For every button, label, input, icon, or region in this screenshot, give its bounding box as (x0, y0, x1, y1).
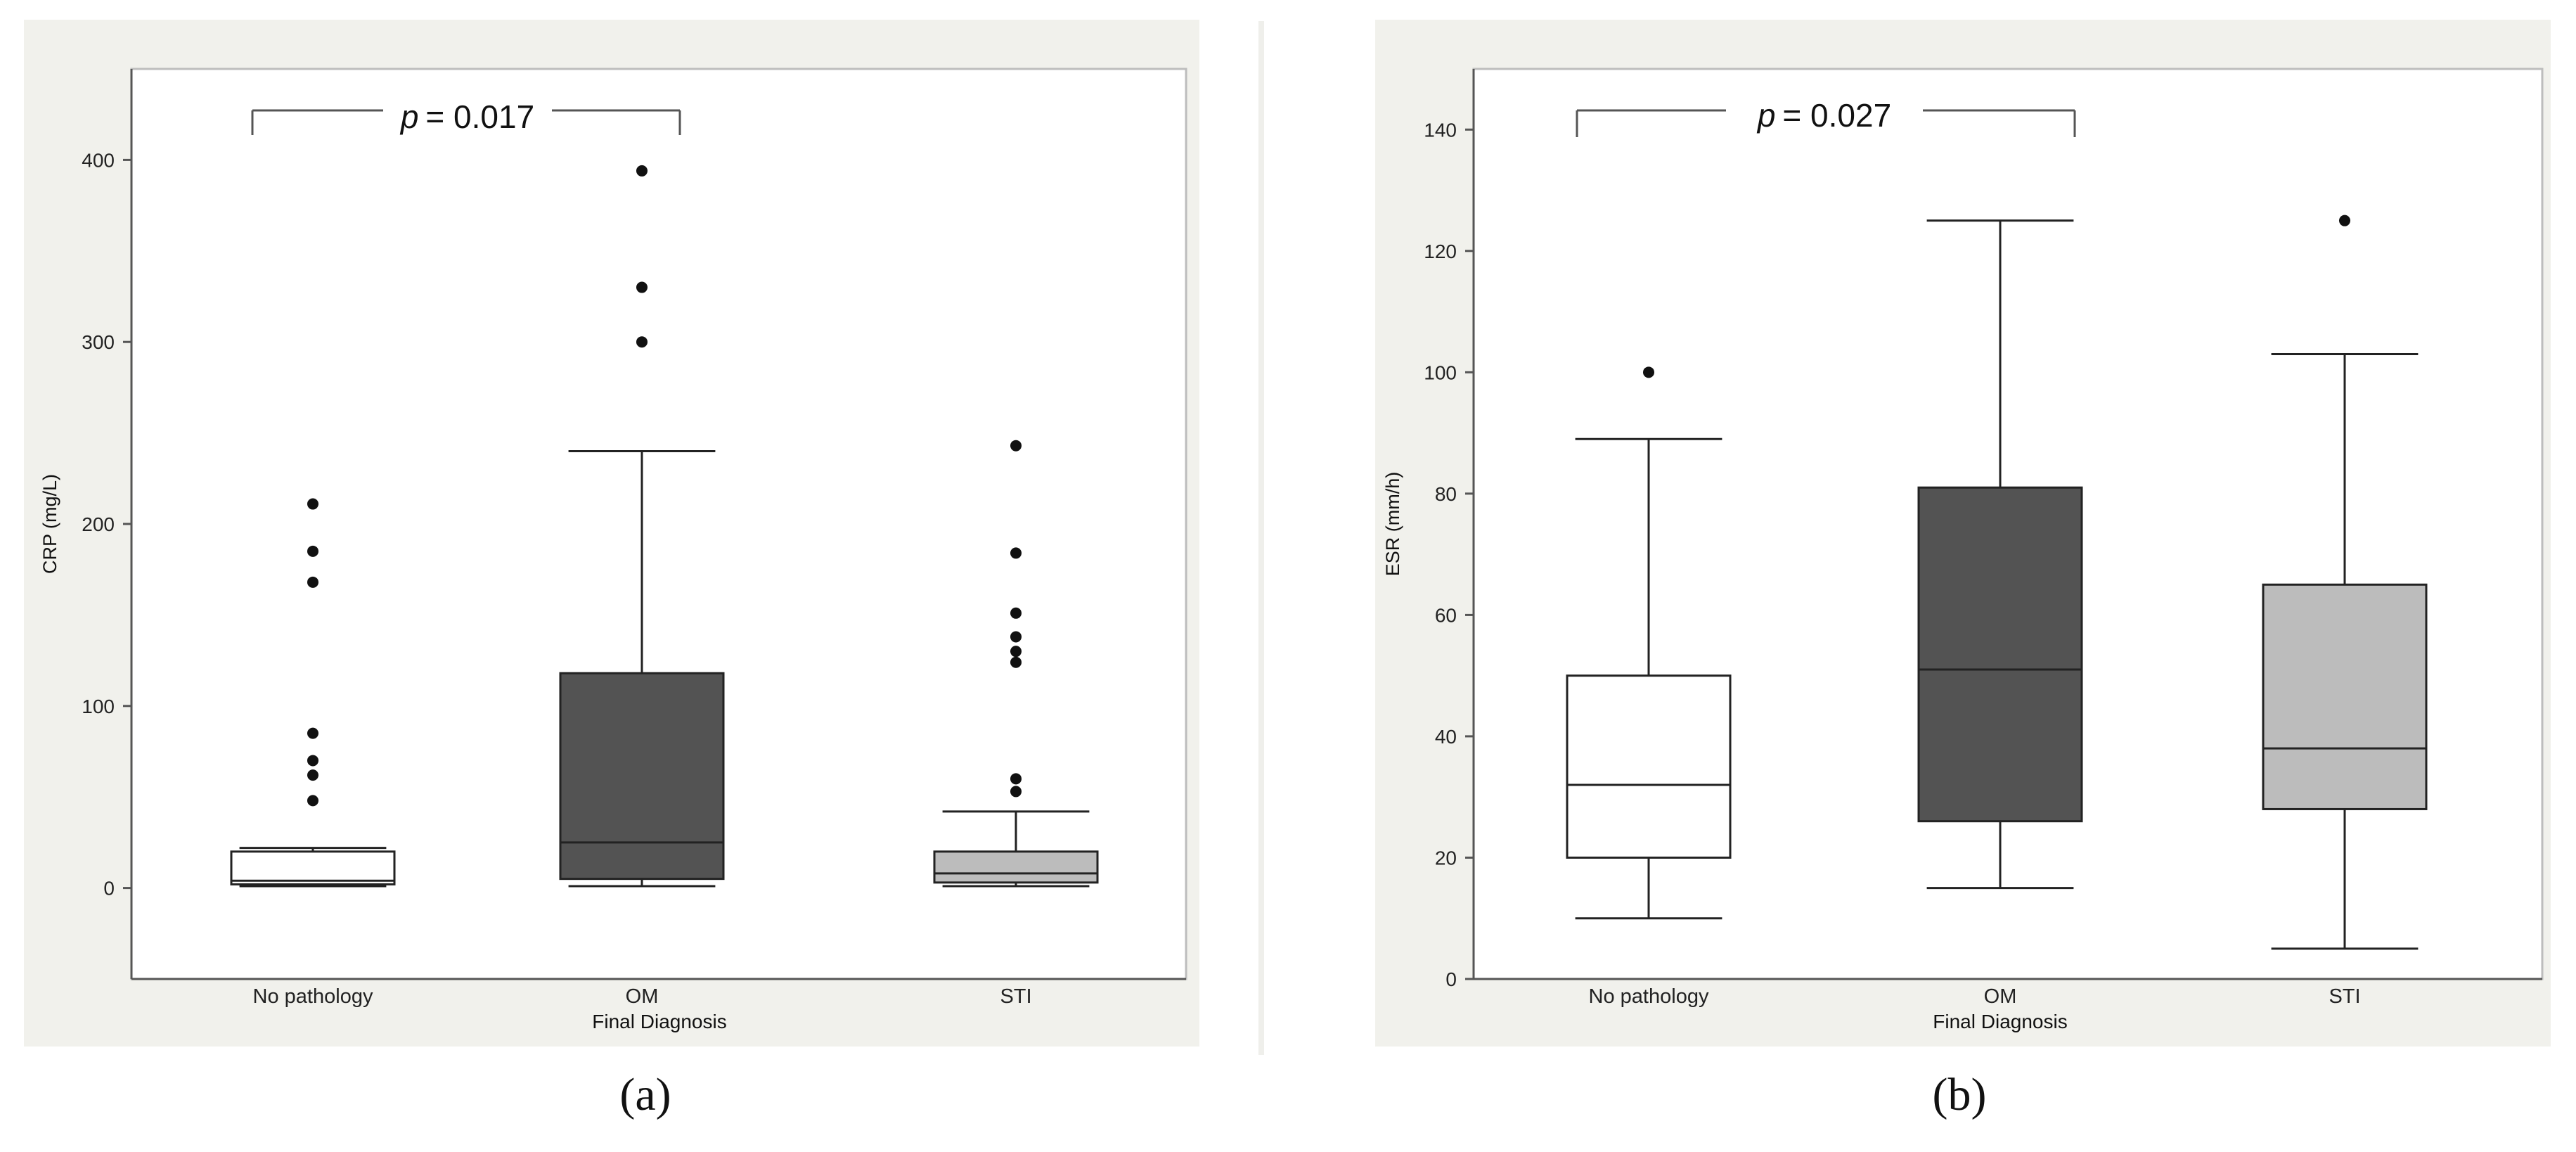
p-value: = 0.027 (1782, 97, 1891, 134)
chart-panel-b: 0 20 40 60 80 100 120 140 No pathology OM STI p = … (1375, 20, 2551, 1120)
y-tick-label: 300 (82, 331, 115, 353)
x-tick-group: No pathology OM STI (1589, 985, 2361, 1008)
panel-sublabel: (b) (1933, 1069, 1987, 1120)
outlier-point (307, 727, 318, 739)
outlier-point (1010, 786, 1022, 798)
x-tick-label: STI (2329, 985, 2360, 1008)
x-tick-label: OM (1984, 985, 2017, 1008)
panel-sublabel: (a) (619, 1069, 671, 1120)
y-tick-label: 0 (103, 878, 115, 900)
p-symbol: p (399, 98, 419, 135)
outlier-point (1010, 773, 1022, 785)
y-tick-group: 0 100 200 300 400 (82, 149, 131, 900)
outlier-point (1010, 656, 1022, 668)
y-tick-group: 0 20 40 60 80 100 120 140 (1424, 119, 1474, 990)
box-iqr (1917, 486, 2083, 823)
y-tick-label: 100 (1424, 361, 1457, 383)
outlier-point (1010, 607, 1022, 619)
outlier-point (636, 281, 648, 293)
outlier-point (1010, 646, 1022, 658)
significance-bracket: p = 0.027 (1576, 97, 2076, 137)
box-iqr (2262, 583, 2428, 810)
panel-divider (1258, 21, 1264, 1055)
outlier-point (1010, 547, 1022, 559)
outlier-point (307, 769, 318, 781)
box-iqr (933, 850, 1099, 884)
outlier-point (307, 545, 318, 557)
outlier-point (307, 498, 318, 510)
outlier-point (1643, 366, 1654, 378)
outlier-point (636, 165, 648, 177)
y-tick-label: 400 (82, 149, 115, 171)
significance-label: p = 0.017 (399, 98, 534, 135)
box-iqr (559, 672, 725, 881)
x-tick-label: STI (1000, 985, 1031, 1008)
y-tick-label: 20 (1435, 847, 1457, 869)
box-iqr (1566, 674, 1732, 859)
box-group (230, 165, 1099, 888)
x-axis-label: Final Diagnosis (592, 1011, 726, 1032)
y-tick-label: 80 (1435, 483, 1457, 505)
outlier-point (2339, 215, 2350, 226)
y-axis-label: ESR (mm/h) (1382, 472, 1403, 577)
x-tick-label: No pathology (253, 985, 373, 1008)
y-tick-label: 60 (1435, 604, 1457, 626)
y-tick-label: 120 (1424, 241, 1457, 262)
y-tick-label: 100 (82, 696, 115, 717)
x-tick-label: No pathology (1589, 985, 1709, 1008)
p-symbol: p (1756, 97, 1776, 134)
outlier-point (636, 336, 648, 348)
box-iqr (230, 850, 396, 885)
y-tick-label: 40 (1435, 726, 1457, 748)
outlier-point (1010, 440, 1022, 452)
outlier-point (307, 576, 318, 588)
y-tick-label: 200 (82, 513, 115, 535)
x-axis-label: Final Diagnosis (1933, 1011, 2067, 1032)
y-tick-label: 0 (1445, 968, 1457, 990)
chart-panel-a: 0 100 200 300 400 No pathology OM STI p = 0.017… (24, 20, 1199, 1120)
box-group (1566, 215, 2428, 950)
outlier-point (1010, 631, 1022, 643)
outlier-point (307, 795, 318, 807)
x-tick-group: No pathology OM STI (253, 985, 1032, 1008)
outlier-point (307, 755, 318, 767)
significance-bracket: p = 0.017 (251, 98, 681, 135)
significance-label: p = 0.027 (1756, 97, 1891, 134)
y-axis-label: CRP (mg/L) (39, 474, 60, 574)
p-value: = 0.017 (425, 98, 534, 135)
y-tick-label: 140 (1424, 119, 1457, 141)
x-tick-label: OM (626, 985, 659, 1008)
